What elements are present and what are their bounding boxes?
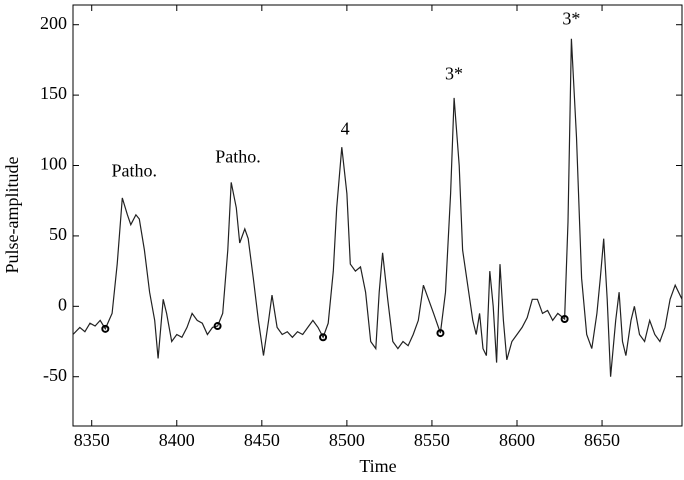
onset-marker bbox=[436, 329, 445, 338]
plot-frame bbox=[72, 4, 683, 427]
y-tick-label: 0 bbox=[58, 294, 67, 314]
y-tick-label: -50 bbox=[43, 365, 67, 385]
onset-marker bbox=[213, 322, 222, 331]
x-tick-label: 8500 bbox=[329, 430, 365, 450]
x-tick-label: 8450 bbox=[244, 430, 280, 450]
onset-marker bbox=[560, 314, 569, 323]
onset-marker bbox=[319, 333, 328, 342]
annotation: Patho. bbox=[215, 147, 261, 167]
y-tick-label: 200 bbox=[40, 13, 67, 33]
y-tick-label: 150 bbox=[40, 83, 67, 103]
data-line bbox=[72, 38, 683, 377]
y-tick-label: 100 bbox=[40, 154, 67, 174]
annotation: 4 bbox=[341, 118, 350, 138]
annotation: 3* bbox=[562, 9, 580, 29]
x-tick-label: 8600 bbox=[499, 430, 535, 450]
y-tick-label: 50 bbox=[49, 224, 67, 244]
annotation: Patho. bbox=[111, 161, 157, 181]
x-tick-label: 8350 bbox=[74, 430, 110, 450]
x-tick-label: 8650 bbox=[584, 430, 620, 450]
x-tick-label: 8550 bbox=[414, 430, 450, 450]
y-axis-label: Pulse-amplitude bbox=[2, 156, 22, 273]
x-axis-label: Time bbox=[359, 456, 396, 476]
onset-marker bbox=[101, 324, 110, 333]
x-tick-label: 8400 bbox=[159, 430, 195, 450]
annotation: 3* bbox=[445, 64, 463, 84]
